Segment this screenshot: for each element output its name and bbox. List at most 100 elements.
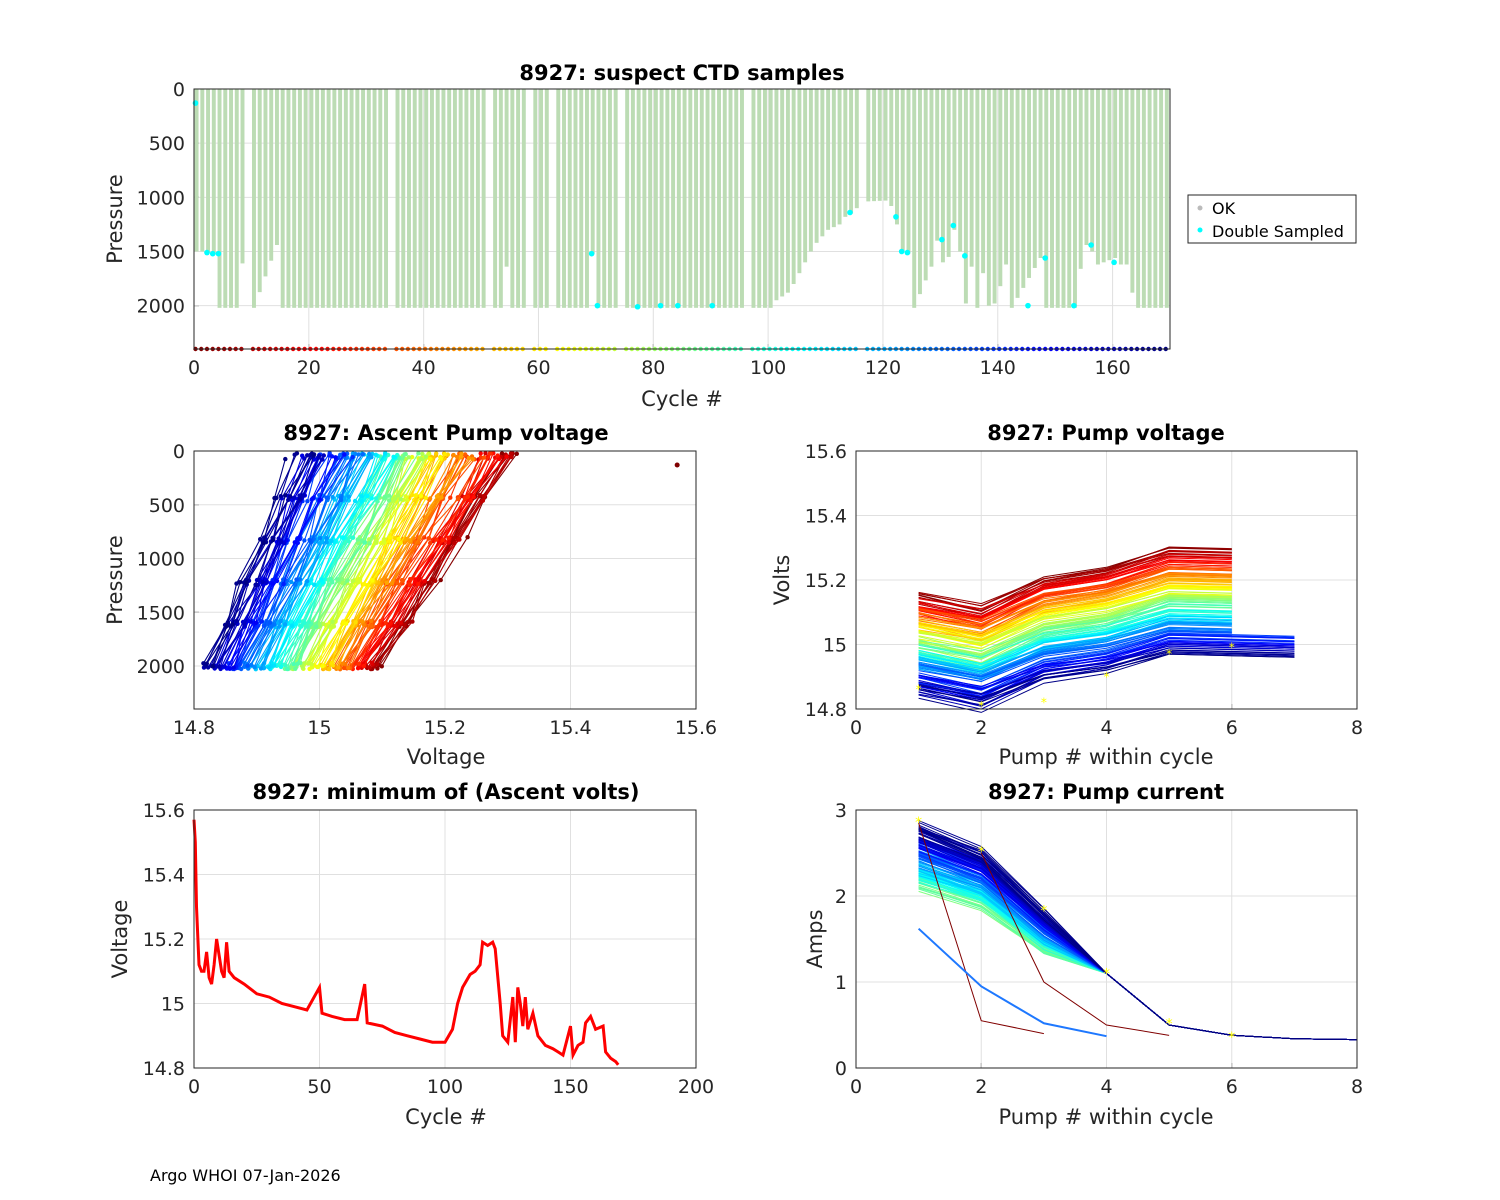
apv-profile-point-25-1 [465, 494, 471, 499]
double-sampled-point-3 [215, 250, 222, 257]
apv-profile-point-124-0 [350, 454, 355, 460]
apv-profile-point-125-4 [259, 619, 264, 624]
apv-profile-point-97-4 [289, 623, 294, 628]
ok-sample-bar-118 [872, 89, 876, 202]
pv-cycle-line-138 [918, 643, 1295, 707]
ok-sample-bar-19 [303, 89, 308, 308]
apv-profile-point-22-0 [495, 453, 500, 458]
apv-profile-point-27-2 [428, 540, 433, 546]
apv-profile-point-39-1 [427, 496, 433, 501]
apv-profile-point-117-1 [324, 495, 329, 500]
apv-profile-point-68-4 [330, 619, 335, 624]
apv-profile-point-19-0 [478, 451, 483, 456]
apv-profile-point-25-2 [434, 537, 439, 542]
pv-cycle-line-19 [918, 559, 1232, 620]
apv-profile-point-139-1 [291, 495, 297, 500]
apv-profile-point-30-2 [426, 536, 432, 541]
apv-profile-point-6-3 [429, 576, 434, 582]
ok-sample-bar-142 [1009, 89, 1014, 308]
pv-xtick-label-2: 4 [1100, 717, 1112, 739]
ok-sample-bar-87 [694, 89, 699, 308]
ok-sample-bar-107 [808, 89, 813, 252]
double-sampled-point-11 [893, 214, 899, 220]
ok-sample-bar-128 [929, 89, 934, 267]
pc-cycle-line-109 [918, 847, 1358, 1041]
ok-sample-bar-103 [785, 89, 790, 293]
pv-cycle-line-75 [918, 598, 1232, 657]
apv-profile-point-147-3 [234, 581, 239, 586]
apv-profile-point-93-2 [341, 535, 346, 540]
apv-profile-point-17-0 [504, 454, 509, 459]
apv-profile-point-65-2 [373, 539, 379, 544]
apv-profile-point-25-4 [383, 620, 388, 625]
apv-profile-point-1-5 [379, 664, 384, 669]
pv-star-5: * [1229, 641, 1235, 655]
apv-profile-point-40-0 [470, 456, 475, 462]
ok-sample-bar-22 [320, 89, 325, 308]
apv-profile-point-30-5 [341, 665, 347, 671]
ok-sample-bar-127 [923, 89, 928, 281]
double-sampled-point-12 [898, 248, 905, 255]
apv-profile-point-16-2 [446, 540, 451, 545]
ok-sample-bar-7 [234, 89, 239, 308]
apv-profile-point-91-5 [278, 664, 284, 670]
apv-profile-line-121 [239, 454, 321, 664]
apv-profile-point-130-1 [317, 497, 322, 502]
ok-sample-bar-85 [682, 89, 687, 308]
apv-profile-point-115-0 [360, 452, 365, 457]
apv-profile-point-10-2 [457, 537, 462, 542]
ok-sample-bar-167 [1153, 89, 1158, 308]
ok-sample-bar-97 [751, 89, 756, 308]
apv-profile-point-37-2 [417, 535, 422, 540]
apv-profile-point-148-5 [204, 661, 209, 666]
ok-sample-bar-126 [917, 89, 922, 295]
double-sampled-point-16 [962, 253, 968, 259]
ok-sample-bar-138 [986, 89, 991, 306]
ok-sample-bar-70 [596, 89, 601, 308]
apv-profile-point-21-4 [388, 621, 393, 626]
pv-star-2: * [1041, 696, 1047, 710]
apv-profile-point-8-5 [374, 662, 380, 667]
ctd-xtick-label-0: 0 [188, 357, 200, 379]
min-xtick-label-2: 100 [427, 1076, 463, 1098]
pv-star-0: * [916, 683, 922, 697]
apv-profile-point-143-5 [216, 664, 221, 669]
pc-star-4: * [1166, 1016, 1173, 1032]
apv-profile-point-144-1 [297, 496, 303, 502]
pv-cycle-line-119 [918, 631, 1232, 682]
apv-profile-point-78-3 [335, 577, 340, 582]
apv-profile-point-32-3 [395, 581, 400, 586]
apv-profile-point-63-0 [426, 451, 432, 456]
apv-profile-point-132-4 [253, 620, 259, 625]
apv-profile-point-56-4 [344, 621, 349, 626]
apv-profile-point-7-1 [477, 493, 482, 498]
apv-profile-line-81 [297, 457, 400, 664]
apv-profile-point-7-2 [451, 536, 456, 541]
ctd-xtick-label-1: 20 [297, 357, 321, 379]
double-sampled-point-1 [204, 249, 210, 256]
ok-sample-bar-104 [791, 89, 796, 284]
pv-cycle-line-15 [918, 556, 1232, 617]
apv-profile-point-113-0 [356, 452, 361, 457]
ascent-pump-voltage-panel: 8927: Ascent Pump voltage Voltage Pressu… [103, 421, 717, 769]
ok-sample-bar-88 [699, 89, 704, 308]
apv-profile-line-14 [371, 458, 499, 664]
apv-profile-point-42-2 [407, 538, 413, 543]
min-xtick-label-4: 200 [678, 1076, 714, 1098]
ok-sample-bar-122 [895, 89, 899, 225]
ok-sample-bar-66 [573, 89, 578, 308]
apv-profile-line-147 [202, 453, 298, 664]
pv-cycle-line-149 [918, 653, 1295, 703]
min-grid [193, 809, 697, 1069]
apv-profile-point-40-3 [389, 580, 395, 586]
pv-cycle-line-121 [918, 632, 1295, 688]
ok-sample-bar-16 [286, 89, 291, 308]
ok-sample-bar-46 [458, 89, 463, 308]
pump-voltage-panel: 8927: Pump voltage Pump # within cycle V… [770, 421, 1363, 769]
ok-sample-bar-59 [533, 89, 538, 308]
double-sampled-point-14 [939, 236, 945, 243]
pv-star-1: * [978, 699, 984, 713]
pc-ylabel: Amps [803, 909, 827, 968]
ok-sample-bar-12 [263, 89, 268, 277]
